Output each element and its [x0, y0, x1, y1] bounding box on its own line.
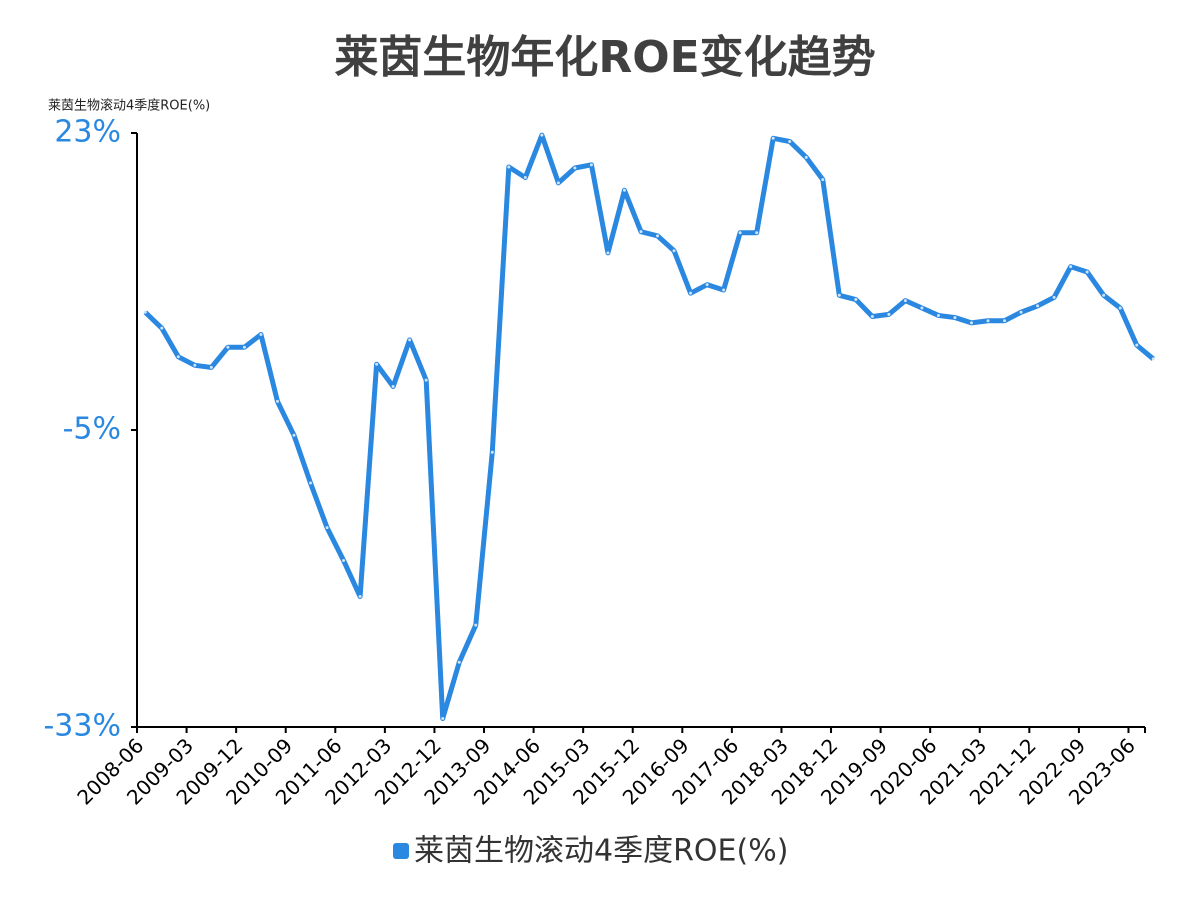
- point: [771, 136, 775, 140]
- point: [986, 319, 990, 323]
- point: [920, 306, 924, 310]
- point: [1052, 295, 1056, 299]
- point: [160, 326, 164, 330]
- y-tick-label: -33%: [43, 709, 121, 744]
- point: [275, 399, 279, 403]
- point: [490, 450, 494, 454]
- point: [854, 298, 858, 302]
- point: [672, 249, 676, 253]
- point: [193, 363, 197, 367]
- point: [606, 251, 610, 255]
- point: [738, 231, 742, 235]
- point: [507, 165, 511, 169]
- point: [176, 355, 180, 359]
- point: [424, 378, 428, 382]
- point: [226, 345, 230, 349]
- point: [1151, 357, 1155, 361]
- legend-swatch: [393, 843, 409, 859]
- point: [391, 385, 395, 389]
- point: [1135, 343, 1139, 347]
- point: [375, 362, 379, 366]
- point: [556, 181, 560, 185]
- point: [1003, 319, 1007, 323]
- point: [474, 623, 478, 627]
- point: [837, 293, 841, 297]
- point: [1118, 306, 1122, 310]
- point: [870, 315, 874, 319]
- point: [457, 660, 461, 664]
- y-tick-label: 23%: [54, 115, 121, 150]
- point: [1102, 293, 1106, 297]
- point: [804, 155, 808, 159]
- chart-title: 莱茵生物年化ROE变化趋势: [334, 32, 875, 83]
- point: [1036, 304, 1040, 308]
- point: [821, 178, 825, 182]
- point: [573, 166, 577, 170]
- point: [143, 310, 147, 314]
- point: [953, 316, 957, 320]
- point: [689, 291, 693, 295]
- point: [259, 333, 263, 337]
- point: [358, 595, 362, 599]
- point: [936, 313, 940, 317]
- point: [1069, 265, 1073, 269]
- point: [705, 283, 709, 287]
- point: [755, 231, 759, 235]
- y-tick-label: -5%: [63, 412, 121, 447]
- point: [656, 234, 660, 238]
- line-series: [143, 132, 1155, 722]
- point: [309, 481, 313, 485]
- point: [722, 288, 726, 292]
- y-axis-label: 莱茵生物滚动4季度ROE(%): [48, 98, 210, 114]
- legend-label: 莱茵生物滚动4季度ROE(%): [414, 834, 788, 869]
- point: [408, 338, 412, 342]
- point: [540, 133, 544, 137]
- point: [1019, 310, 1023, 314]
- point: [887, 312, 891, 316]
- point: [969, 321, 973, 325]
- point: [589, 163, 593, 167]
- point: [788, 139, 792, 143]
- point: [242, 345, 246, 349]
- point: [622, 188, 626, 192]
- point: [639, 230, 643, 234]
- point: [325, 526, 329, 530]
- point: [441, 717, 445, 721]
- point: [523, 176, 527, 180]
- point: [1085, 270, 1089, 274]
- point: [342, 558, 346, 562]
- point: [903, 299, 907, 303]
- point: [209, 365, 213, 369]
- point: [292, 433, 296, 437]
